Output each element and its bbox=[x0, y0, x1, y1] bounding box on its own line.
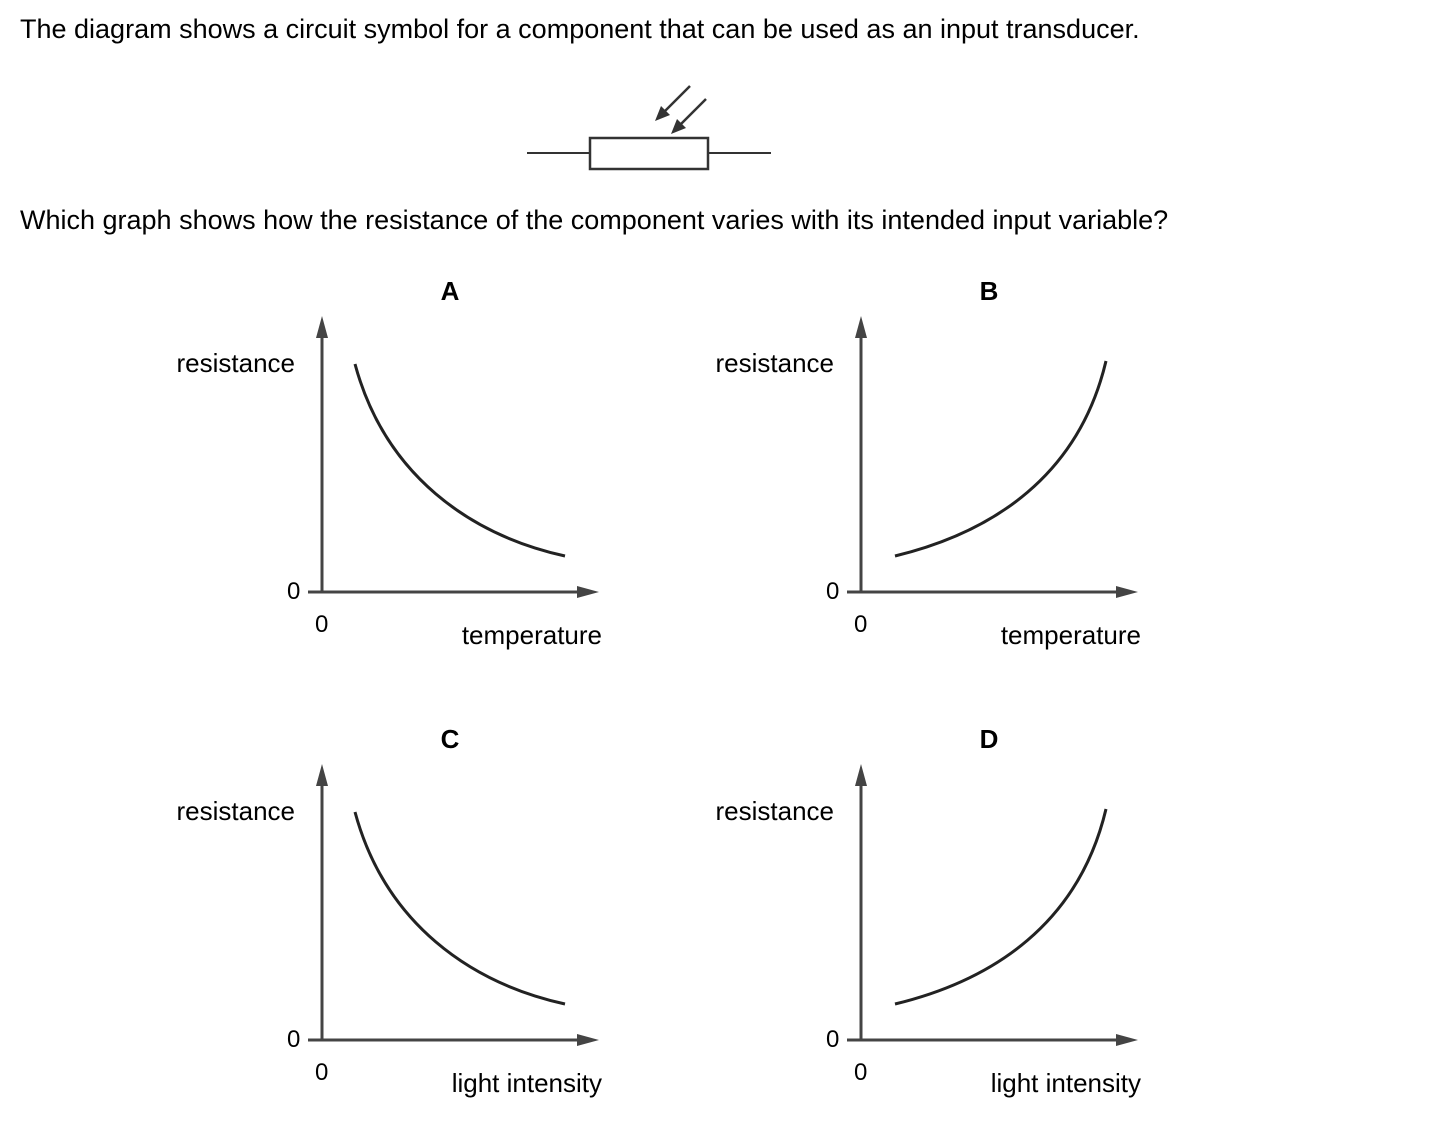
x-axis-arrow bbox=[1116, 1034, 1138, 1046]
x-axis-zero: 0 bbox=[854, 1059, 868, 1086]
intro-text: The diagram shows a circuit symbol for a… bbox=[20, 14, 1140, 44]
y-axis-zero: 0 bbox=[287, 578, 301, 605]
x-axis-arrow bbox=[577, 586, 599, 598]
y-axis-label: resistance bbox=[715, 796, 835, 826]
question-text: Which graph shows how the resistance of … bbox=[20, 205, 1169, 235]
y-axis-zero: 0 bbox=[287, 1026, 301, 1053]
curve-increasing bbox=[894, 808, 1108, 1006]
y-axis-arrow bbox=[855, 764, 867, 786]
y-axis-label: resistance bbox=[715, 348, 835, 378]
graph-plot bbox=[847, 764, 1138, 1046]
x-axis-label: temperature bbox=[1000, 620, 1141, 650]
x-axis-label: light intensity bbox=[451, 1068, 602, 1098]
y-axis-arrow bbox=[855, 316, 867, 338]
graph-plot bbox=[308, 764, 599, 1046]
curve-increasing bbox=[894, 360, 1108, 558]
x-axis-label: light intensity bbox=[990, 1068, 1141, 1098]
light-dependent-resistor-icon bbox=[527, 85, 771, 171]
x-axis-zero: 0 bbox=[854, 611, 868, 638]
curve-decreasing bbox=[353, 811, 566, 1006]
option-letter-a: A bbox=[440, 276, 460, 306]
graph-option-c[interactable]: C resistance 0 0 light intensity bbox=[150, 718, 670, 1098]
graph-option-a[interactable]: A resistance 0 0 temperature bbox=[150, 270, 670, 650]
graph-option-b[interactable]: B resistance 0 0 temperature bbox=[689, 270, 1209, 650]
y-axis-zero: 0 bbox=[826, 1026, 840, 1053]
x-axis-arrow bbox=[1116, 586, 1138, 598]
graph-plot bbox=[308, 316, 599, 598]
curve-decreasing bbox=[353, 363, 566, 558]
y-axis-zero: 0 bbox=[826, 578, 840, 605]
option-letter-b: B bbox=[979, 276, 999, 306]
y-axis-arrow bbox=[316, 316, 328, 338]
x-axis-arrow bbox=[577, 1034, 599, 1046]
x-axis-zero: 0 bbox=[315, 611, 329, 638]
y-axis-arrow bbox=[316, 764, 328, 786]
graph-plot bbox=[847, 316, 1138, 598]
graph-option-d[interactable]: D resistance 0 0 light intensity bbox=[689, 718, 1209, 1098]
y-axis-label: resistance bbox=[176, 796, 296, 826]
option-letter-d: D bbox=[979, 724, 999, 754]
y-axis-label: resistance bbox=[176, 348, 296, 378]
option-letter-c: C bbox=[440, 724, 460, 754]
x-axis-zero: 0 bbox=[315, 1059, 329, 1086]
x-axis-label: temperature bbox=[461, 620, 602, 650]
